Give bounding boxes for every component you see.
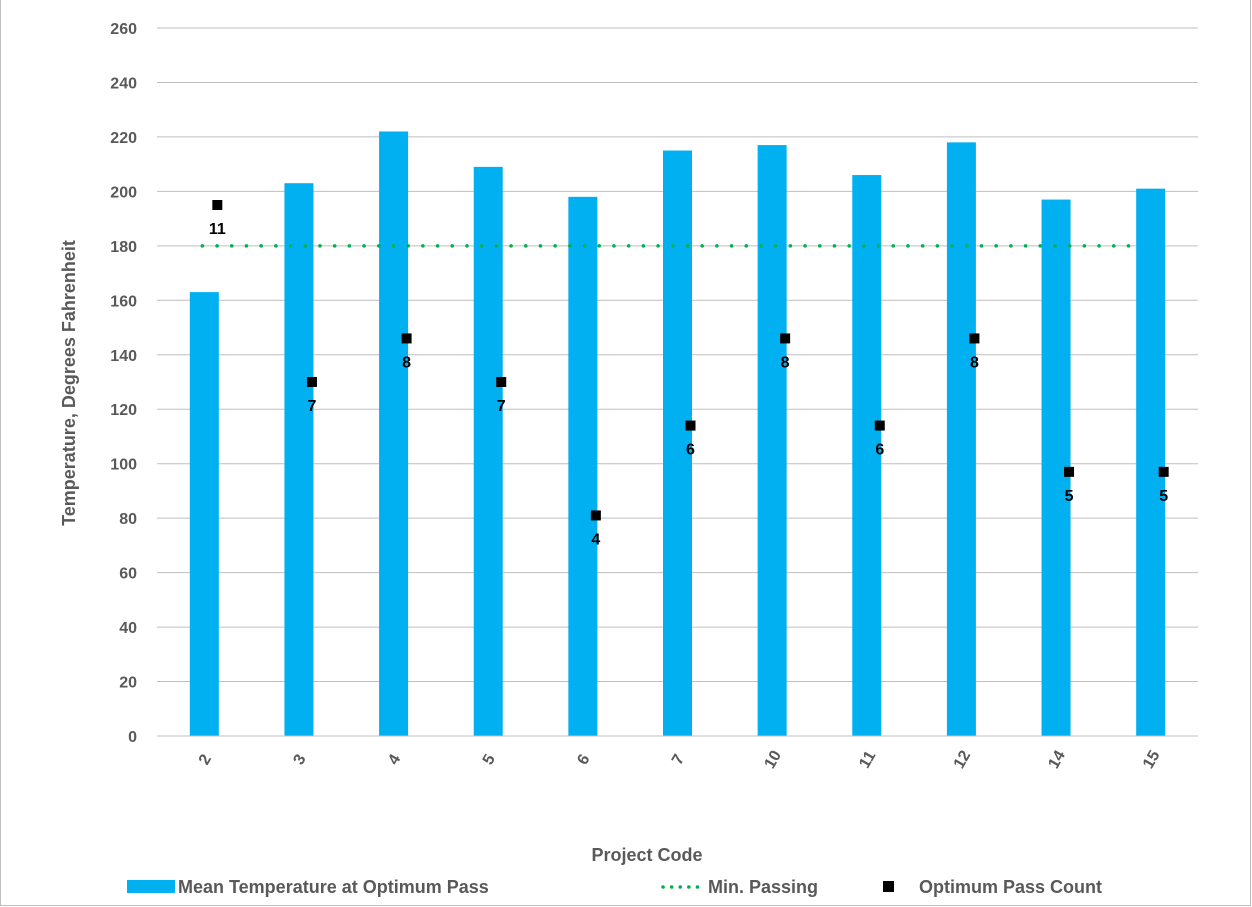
pass-count-marker-5 (496, 377, 507, 387)
pass-count-label-2: 11 (209, 221, 226, 238)
pass-count-label-3: 7 (308, 398, 317, 415)
x-tick-label-6: 6 (574, 752, 593, 768)
pass-count-label-14: 5 (1065, 488, 1074, 505)
x-tick-label-2: 2 (196, 752, 215, 768)
legend: Mean Temperature at Optimum Pass Min. Pa… (127, 877, 1102, 897)
y-tick-label-20: 20 (119, 675, 137, 692)
bar-15 (1136, 188, 1166, 736)
legend-label-mean-temperature: Mean Temperature at Optimum Pass (178, 877, 489, 897)
bar-6 (568, 196, 598, 737)
pass-count-markers: 11 7 8 7 4 6 8 6 8 5 5 (209, 200, 1169, 548)
pass-count-marker-2 (212, 200, 223, 210)
pass-count-label-4: 8 (402, 354, 411, 371)
y-tick-label-60: 60 (119, 566, 137, 583)
y-tick-label-220: 220 (110, 130, 137, 147)
y-tick-label-40: 40 (119, 620, 137, 637)
x-tick-label-14: 14 (1045, 748, 1069, 772)
pass-count-label-10: 8 (781, 354, 790, 371)
x-tick-label-11: 11 (856, 748, 879, 771)
x-tick-label-5: 5 (480, 752, 499, 768)
x-tick-label-4: 4 (385, 752, 404, 768)
pass-count-label-6: 4 (591, 531, 600, 548)
bar-5 (473, 166, 503, 736)
y-tick-label-240: 240 (110, 75, 137, 92)
pass-count-marker-4 (401, 333, 412, 344)
legend-bar-swatch (127, 880, 175, 893)
y-tick-label-200: 200 (110, 184, 137, 201)
pass-count-marker-12 (969, 333, 980, 344)
pass-count-label-15: 5 (1159, 488, 1168, 505)
legend-label-min-passing: Min. Passing (708, 877, 818, 897)
bar-3 (284, 183, 314, 736)
legend-label-optimum-pass-count: Optimum Pass Count (919, 877, 1102, 897)
bar-12 (946, 142, 976, 736)
x-tick-label-3: 3 (290, 752, 309, 768)
y-tick-label-80: 80 (119, 511, 137, 528)
bar-7 (663, 150, 692, 737)
bar-4 (379, 131, 409, 736)
y-tick-label-140: 140 (110, 348, 137, 365)
pass-count-marker-11 (874, 420, 885, 431)
y-tick-label-100: 100 (110, 457, 137, 474)
x-tick-label-7: 7 (669, 752, 688, 768)
bar-2 (189, 292, 219, 736)
y-tick-label-120: 120 (110, 402, 137, 419)
x-axis-title: Project Code (591, 845, 702, 865)
x-tick-label-10: 10 (761, 748, 785, 772)
x-axis-ticks: 2 3 4 5 6 7 10 11 12 14 15 (196, 748, 1164, 772)
y-tick-label-260: 260 (110, 21, 137, 38)
pass-count-marker-6 (590, 510, 601, 521)
y-tick-label-0: 0 (128, 729, 137, 746)
y-axis-ticks: 0 20 40 60 80 100 120 140 160 180 200 220 240 260 (110, 21, 137, 746)
pass-count-marker-15 (1158, 466, 1169, 477)
pass-count-label-5: 7 (497, 398, 506, 415)
x-tick-label-15: 15 (1140, 748, 1164, 772)
pass-count-marker-7 (685, 420, 696, 431)
pass-count-marker-3 (306, 377, 317, 387)
pass-count-label-7: 6 (686, 442, 695, 459)
pass-count-marker-14 (1064, 466, 1075, 477)
pass-count-marker-10 (780, 333, 791, 344)
pass-count-label-12: 8 (970, 354, 979, 371)
y-axis-title: Temperature, Degrees Fahrenheit (59, 240, 79, 526)
bar-10 (757, 145, 787, 737)
bar-11 (852, 175, 882, 737)
pass-count-label-11: 6 (875, 442, 884, 459)
bar-series (189, 131, 1166, 737)
y-tick-label-180: 180 (110, 239, 137, 256)
legend-marker-swatch (883, 881, 894, 892)
x-tick-label-12: 12 (951, 748, 975, 772)
y-tick-label-160: 160 (110, 293, 137, 310)
